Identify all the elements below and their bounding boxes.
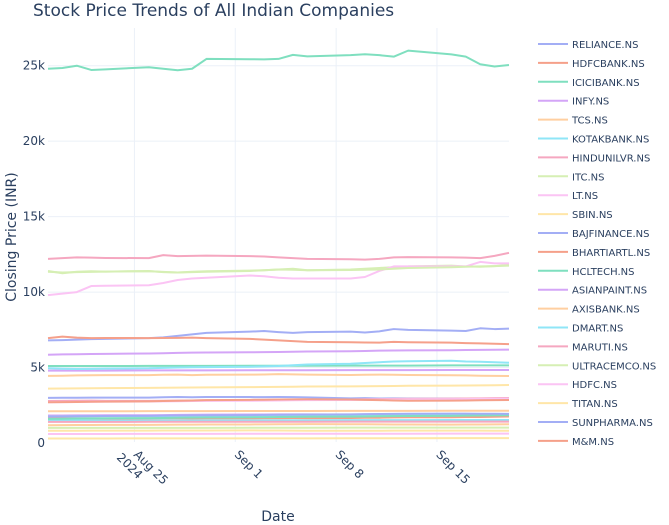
legend-label: RELIANCE.NS [572,40,638,51]
legend-item[interactable]: SBIN.NS [538,210,613,221]
legend-label: LT.NS [572,191,598,202]
x-tick: Sep 8 [333,447,367,481]
series-line-extra [48,368,509,372]
legend-item[interactable]: ITC.NS [538,172,604,183]
legend-item[interactable]: RELIANCE.NS [538,40,638,51]
x-tick: Sep 15 [433,447,472,486]
legend-item[interactable]: ICICIBANK.NS [538,78,640,89]
legend-item[interactable]: HINDUNILVR.NS [538,153,650,164]
series-line-20 [47,412,510,418]
y-tick-label: 0 [37,436,45,450]
x-axis-title: Date [261,509,294,525]
legend-item[interactable]: HCLTECH.NS [538,267,634,278]
legend-label: HDFCBANK.NS [572,59,645,70]
legend-label: KOTAKBANK.NS [572,135,649,146]
legend-label: HCLTECH.NS [572,267,634,278]
legend-item[interactable]: HDFCBANK.NS [538,59,645,70]
series-line-extra [48,409,509,413]
legend-item[interactable]: DMART.NS [538,324,623,335]
legend-item[interactable]: AXISBANK.NS [538,305,640,316]
grid [48,28,509,444]
legend-item[interactable]: TITAN.NS [538,399,618,410]
legend-label: DMART.NS [572,324,623,335]
series-line-2 [47,49,510,72]
y-tick-label: 10k [23,285,45,299]
legend-label: ASIANPAINT.NS [572,286,647,297]
legend-item[interactable]: BHARTIARTL.NS [538,248,650,259]
legend-label: INFY.NS [572,97,609,108]
series-line-13 [47,348,510,356]
legend-item[interactable]: ASIANPAINT.NS [538,286,647,297]
y-tick-label: 25k [23,59,45,73]
series-line-11 [47,335,510,346]
legend-item[interactable]: HDFC.NS [538,380,617,391]
legend-label: SUNPHARMA.NS [572,418,653,429]
y-axis-title: Closing Price (INR) [4,172,20,301]
legend-item[interactable]: MARUTI.NS [538,342,628,353]
x-tick-label: Sep 15 [433,447,472,486]
legend-item[interactable]: BAJFINANCE.NS [538,229,649,240]
legend-item[interactable]: LT.NS [538,191,598,202]
legend-label: HINDUNILVR.NS [572,153,650,164]
series-line-17 [47,264,510,274]
legend-item[interactable]: KOTAKBANK.NS [538,135,649,146]
legend-label: ULTRACEMCO.NS [572,361,656,372]
series-line-12 [47,414,510,420]
x-tick: Sep 1 [232,447,266,481]
series-line-14 [47,423,510,427]
series-line-4 [47,373,510,377]
legend-label: BHARTIARTL.NS [572,248,650,259]
legend-item[interactable]: INFY.NS [538,97,609,108]
y-axis: 0 5k 10k 15k 20k 25k [23,59,45,450]
legend-label: TITAN.NS [571,399,618,410]
legend-item[interactable]: M&M.NS [538,437,614,448]
legend-item[interactable]: ULTRACEMCO.NS [538,361,656,372]
legend-label: AXISBANK.NS [572,305,640,316]
legend-item[interactable]: SUNPHARMA.NS [538,418,653,429]
series-line-16 [47,251,510,261]
x-tick-label: Sep 1 [232,447,266,481]
chart-title: Stock Price Trends of All Indian Compani… [33,1,394,21]
y-tick-label: 5k [30,361,45,375]
legend-label: SBIN.NS [572,210,613,221]
series-lines [47,49,510,440]
y-tick-label: 20k [23,134,45,148]
legend-label: MARUTI.NS [572,342,628,353]
legend[interactable]: RELIANCE.NS HDFCBANK.NS ICICIBANK.NS INFY.N… [538,40,656,448]
series-line-15 [47,359,510,371]
legend-label: HDFC.NS [572,380,617,391]
legend-label: TCS.NS [571,116,608,127]
legend-label: M&M.NS [572,437,614,448]
series-line-19 [47,384,510,390]
legend-label: ICICIBANK.NS [572,78,640,89]
series-line-21 [47,398,510,404]
legend-item[interactable]: TCS.NS [538,116,608,127]
x-tick-label: Sep 8 [333,447,367,481]
legend-label: ITC.NS [572,172,604,183]
legend-label: BAJFINANCE.NS [572,229,649,240]
y-tick-label: 15k [23,210,45,224]
